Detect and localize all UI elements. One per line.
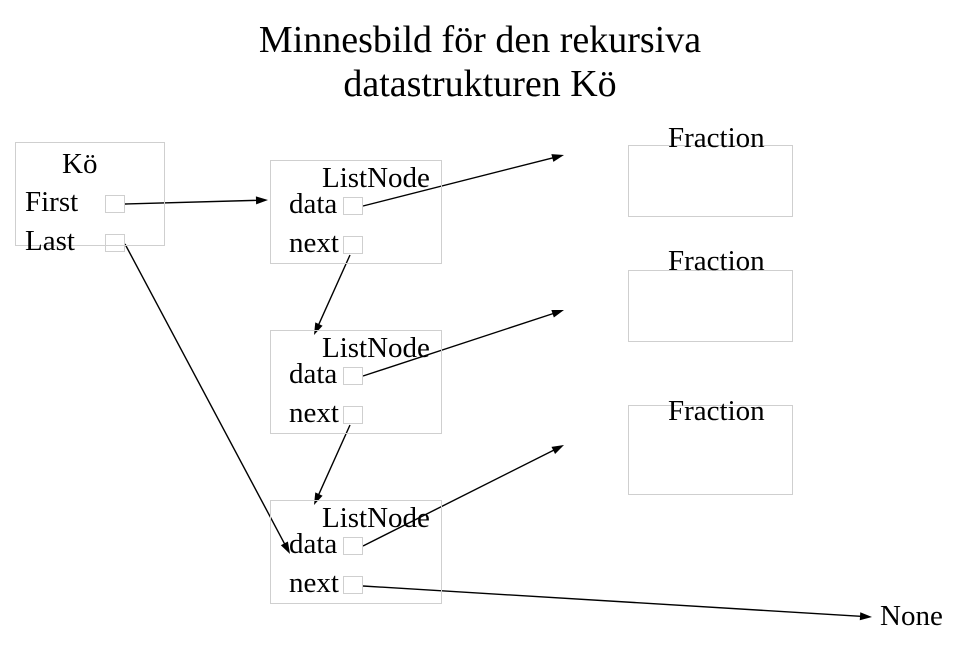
title-line-2: datastrukturen Kö: [0, 62, 960, 106]
diagram-stage: Minnesbild för den rekursiva datastruktu…: [0, 0, 960, 657]
last-label: Last: [25, 225, 75, 258]
fraction-3-label: Fraction: [668, 395, 765, 428]
fraction-2-label: Fraction: [668, 245, 765, 278]
listnode-2-next-pointer: [343, 406, 363, 424]
first-pointer-box: [105, 195, 125, 213]
listnode-1-type: ListNode: [322, 162, 430, 195]
listnode-1-next-pointer: [343, 236, 363, 254]
listnode-1-data-pointer: [343, 197, 363, 215]
listnode-2-data-label: data: [289, 358, 337, 391]
first-label: First: [25, 186, 78, 219]
none-label: None: [880, 600, 943, 633]
listnode-1-next-label: next: [289, 227, 339, 260]
title-line-1: Minnesbild för den rekursiva: [0, 18, 960, 62]
fraction-1-box: [628, 145, 793, 217]
listnode-3-data-label: data: [289, 528, 337, 561]
listnode-2-type: ListNode: [322, 332, 430, 365]
listnode-1-data-label: data: [289, 188, 337, 221]
listnode-3-type: ListNode: [322, 502, 430, 535]
listnode-3-next-label: next: [289, 567, 339, 600]
last-pointer-box: [105, 234, 125, 252]
listnode-2-next-label: next: [289, 397, 339, 430]
listnode-2-data-pointer: [343, 367, 363, 385]
listnode-3-data-pointer: [343, 537, 363, 555]
queue-label: Kö: [62, 148, 97, 181]
listnode-3-next-pointer: [343, 576, 363, 594]
fraction-2-box: [628, 270, 793, 342]
fraction-1-label: Fraction: [668, 122, 765, 155]
